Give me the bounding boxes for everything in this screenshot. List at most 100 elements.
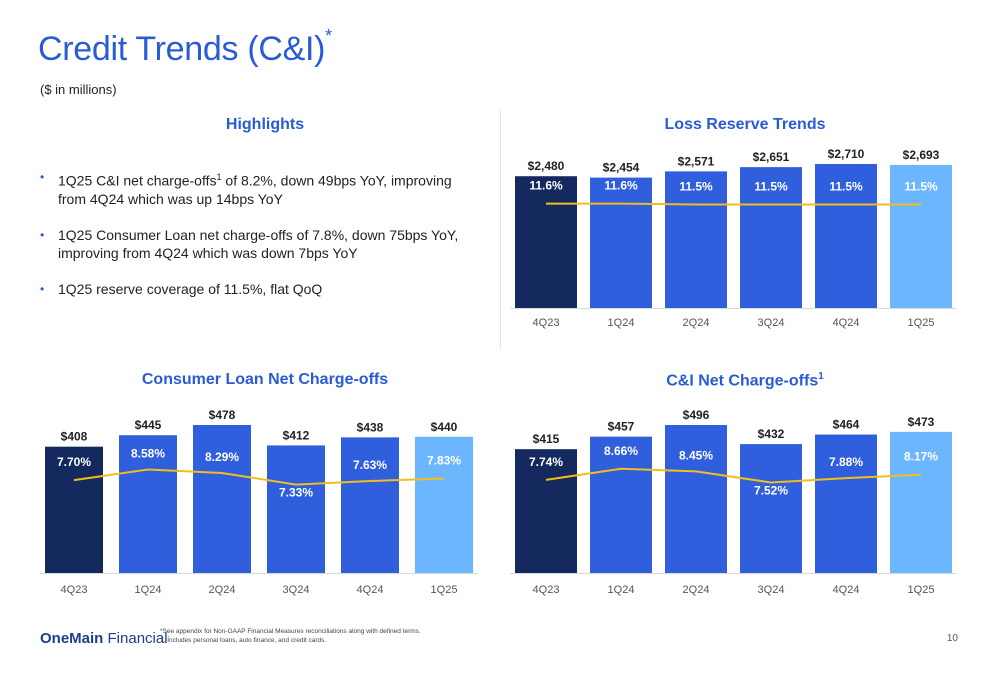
- x-tick-label: 1Q24: [608, 584, 635, 596]
- page-number: 10: [946, 633, 958, 644]
- bar-1q24: [590, 436, 652, 573]
- consumer-loan-chart: $408 4Q23 $445 1Q24 $478 2Q24 $412 3Q24 $438 4Q24…: [40, 408, 478, 596]
- highlight-text: 1Q25 Consumer Loan net charge-offs of 7.…: [58, 226, 459, 261]
- percentage-label: 8.58%: [131, 447, 165, 461]
- bar-value-label: $2,571: [678, 154, 715, 168]
- loss-reserve-chart: $2,480 4Q23 $2,454 1Q24 $2,571 2Q24 $2,651 3Q24…: [510, 147, 957, 329]
- footnote-marker: 1: [216, 172, 222, 182]
- onemain-logo: OneMain Financial.: [40, 630, 170, 647]
- logo-regular: Financial: [103, 630, 168, 647]
- highlight-text: 1Q25 reserve coverage of 11.5%, flat QoQ: [58, 280, 323, 297]
- highlights-heading: Highlights: [225, 116, 305, 133]
- bar-value-label: $408: [61, 430, 88, 444]
- percentage-label: 8.29%: [205, 450, 239, 464]
- percentage-label: 11.5%: [904, 180, 938, 194]
- x-tick-label: 1Q24: [135, 584, 162, 596]
- bar-2q24: [665, 171, 727, 308]
- x-tick-label: 2Q24: [209, 584, 236, 596]
- bar-value-label: $2,651: [753, 150, 790, 164]
- bar-value-label: $432: [758, 427, 785, 441]
- bar-value-label: $2,693: [903, 148, 940, 162]
- percentage-label: 8.66%: [604, 444, 638, 458]
- footnote-1: *See appendix for Non-GAAP Financial Mea…: [160, 628, 421, 635]
- bar-2q24: [193, 425, 251, 573]
- highlight-item: 1Q25 C&I net charge-offs1 of 8.2%, down …: [40, 168, 480, 208]
- percentage-label: 7.83%: [427, 454, 461, 468]
- bar-value-label: $412: [283, 428, 310, 442]
- percentage-label: 11.6%: [529, 179, 563, 193]
- footnote-2: 1. Includes personal loans, auto finance…: [160, 637, 327, 644]
- page-title: Credit Trends (C&I)*: [38, 26, 332, 69]
- chart-title: Loss Reserve Trends: [664, 116, 826, 133]
- page-title-text: Credit Trends (C&I): [38, 30, 326, 68]
- loss-reserve-heading: Loss Reserve Trends: [510, 116, 980, 134]
- x-tick-label: 4Q23: [61, 584, 88, 596]
- percentage-label: 11.5%: [754, 180, 788, 194]
- x-tick-label: 3Q24: [758, 584, 785, 596]
- percentage-line: [546, 202, 921, 206]
- ci-net-heading: C&I Net Charge-offs1: [510, 371, 980, 390]
- highlight-item: 1Q25 reserve coverage of 11.5%, flat QoQ: [40, 280, 480, 298]
- bar-value-label: $445: [135, 418, 162, 432]
- bar-1q25: [890, 164, 952, 308]
- bar-3q24: [740, 444, 802, 573]
- bar-value-label: $438: [357, 420, 384, 434]
- consumer-loan-heading: Consumer Loan Net Charge-offs: [40, 371, 490, 389]
- bar-value-label: $440: [431, 420, 458, 434]
- footnote-marker: 1: [818, 371, 824, 382]
- bar-3q24: [267, 445, 325, 573]
- percentage-label: 7.52%: [754, 484, 788, 498]
- bar-4q24: [815, 164, 877, 308]
- bar-1q24: [119, 435, 177, 573]
- x-tick-label: 1Q25: [908, 584, 935, 596]
- bar-4q24: [341, 437, 399, 573]
- x-tick-label: 3Q24: [283, 584, 310, 596]
- footnotes: *See appendix for Non-GAAP Financial Mea…: [160, 627, 421, 645]
- percentage-line: [73, 468, 445, 486]
- bar-value-label: $457: [608, 420, 635, 434]
- panel-divider: [500, 110, 501, 350]
- percentage-label: 7.74%: [529, 455, 563, 469]
- bar-1q25: [415, 436, 473, 573]
- bar-value-label: $496: [683, 408, 710, 422]
- percentage-label: 11.6%: [604, 179, 638, 193]
- x-tick-label: 4Q24: [833, 584, 860, 596]
- x-tick-label: 2Q24: [683, 317, 710, 329]
- x-tick-label: 4Q24: [357, 584, 384, 596]
- x-tick-label: 2Q24: [683, 584, 710, 596]
- x-tick-label: 1Q25: [431, 584, 458, 596]
- percentage-label: 7.88%: [829, 455, 863, 469]
- x-tick-label: 1Q24: [608, 317, 635, 329]
- bar-value-label: $478: [209, 408, 236, 422]
- page-subtitle: ($ in millions): [40, 82, 117, 97]
- bar-4q24: [815, 434, 877, 573]
- bar-3q24: [740, 167, 802, 308]
- chart-title: Consumer Loan Net Charge-offs: [141, 371, 389, 388]
- x-tick-label: 1Q25: [908, 317, 935, 329]
- bar-1q25: [890, 431, 952, 573]
- bar-value-label: $464: [833, 418, 860, 432]
- ci-net-chart: $415 4Q23 $457 1Q24 $496 2Q24 $432 3Q24 $464 4Q24…: [510, 408, 957, 596]
- bar-value-label: $415: [533, 432, 560, 446]
- chart-title: C&I Net Charge-offs: [666, 372, 819, 390]
- logo-dot: .: [167, 632, 170, 639]
- highlight-text: 1Q25 C&I net charge-offs: [58, 172, 217, 189]
- percentage-label: 7.63%: [353, 458, 387, 472]
- bar-4q23: [45, 446, 103, 573]
- highlight-text-cont: of 8.2%, down 49bps YoY, improving from …: [58, 172, 452, 207]
- bar-1q24: [590, 177, 652, 308]
- percentage-label: 8.17%: [904, 450, 938, 464]
- logo-bold: OneMain: [40, 630, 104, 647]
- percentage-line: [545, 467, 922, 484]
- x-tick-label: 4Q23: [533, 584, 560, 596]
- x-tick-label: 3Q24: [758, 317, 785, 329]
- bar-value-label: $2,480: [528, 159, 565, 173]
- percentage-label: 7.33%: [279, 486, 313, 500]
- bar-4q23: [515, 449, 577, 573]
- percentage-label: 7.70%: [57, 455, 91, 469]
- bar-4q23: [515, 176, 577, 308]
- x-tick-label: 4Q24: [833, 317, 860, 329]
- x-tick-label: 4Q23: [533, 317, 560, 329]
- page-title-asterisk: *: [325, 26, 332, 46]
- percentage-label: 11.5%: [679, 180, 713, 194]
